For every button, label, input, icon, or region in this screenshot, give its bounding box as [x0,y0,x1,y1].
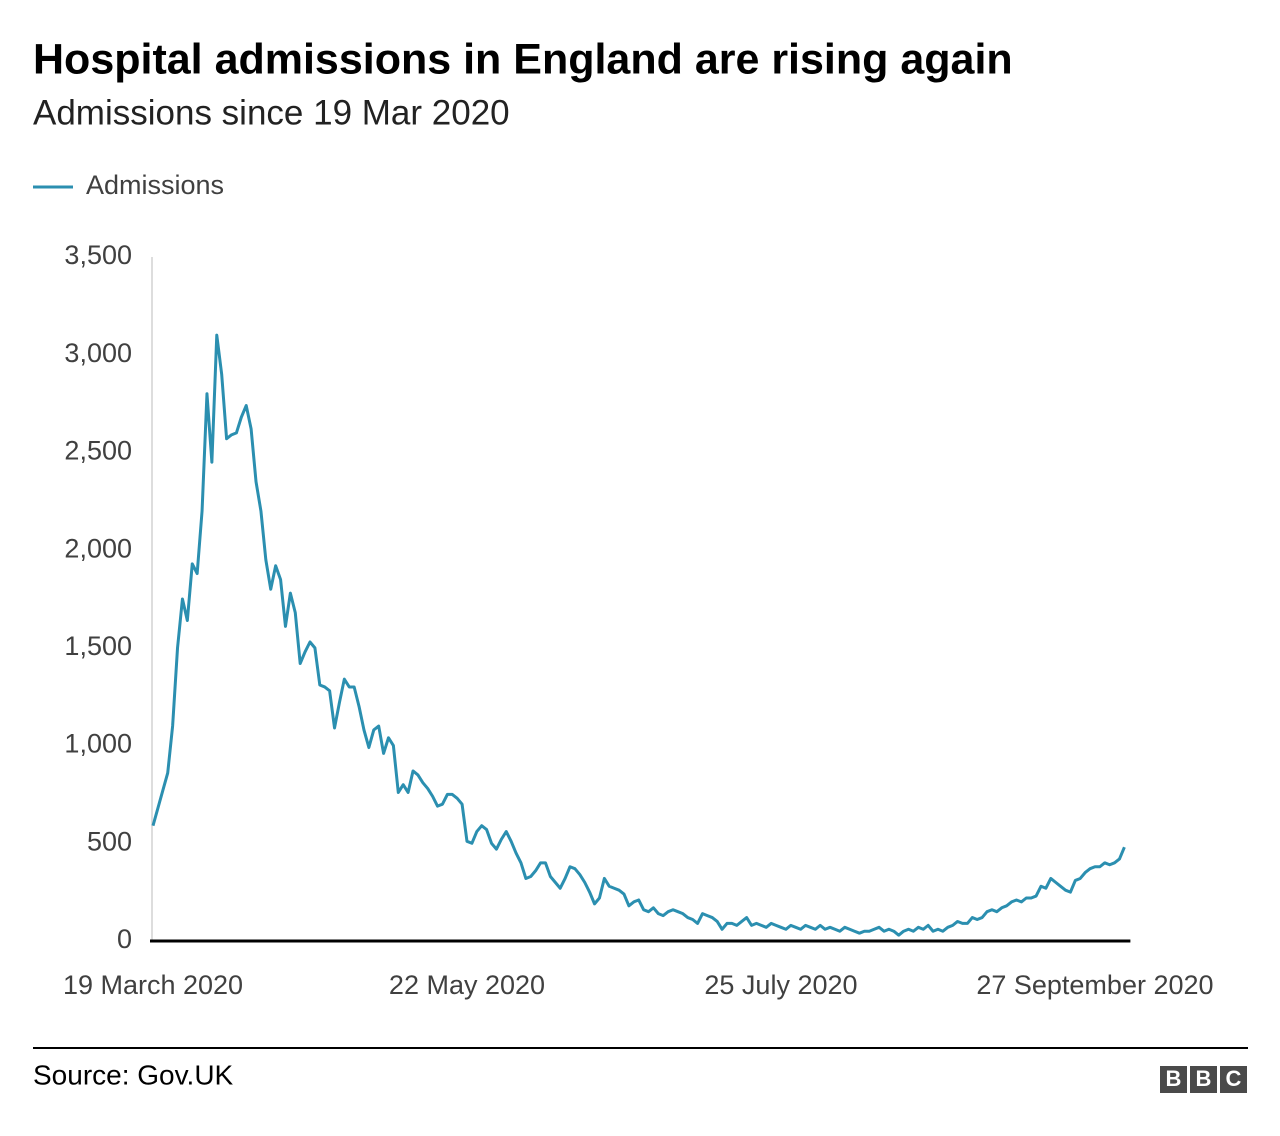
chart-title: Hospital admissions in England are risin… [33,35,1013,83]
x-tick-label: 19 March 2020 [63,970,243,1000]
x-tick-label: 27 September 2020 [976,970,1213,1000]
legend-label: Admissions [86,170,224,200]
source: Source: Gov.UK [33,1059,234,1090]
y-tick-label: 3,000 [64,338,132,368]
y-tick-label: 2,000 [64,533,132,563]
y-tick-label: 3,500 [64,240,132,270]
y-tick-label: 0 [117,924,132,954]
y-tick-label: 1,000 [64,729,132,759]
logo-box [1220,1066,1247,1093]
logo-box [1160,1066,1187,1093]
logo-box [1190,1066,1217,1093]
logo-letter: B [1166,1066,1182,1091]
logo-letter: B [1196,1066,1212,1091]
data-line [151,333,1126,937]
x-tick-label: 22 May 2020 [389,970,545,1000]
logo-letter: C [1226,1066,1242,1091]
y-tick-label: 1,500 [64,631,132,661]
x-tick-label: 25 July 2020 [704,970,857,1000]
y-tick-label: 2,500 [64,436,132,466]
chart-subtitle: Admissions since 19 Mar 2020 [33,93,510,132]
y-tick-label: 500 [87,826,132,856]
